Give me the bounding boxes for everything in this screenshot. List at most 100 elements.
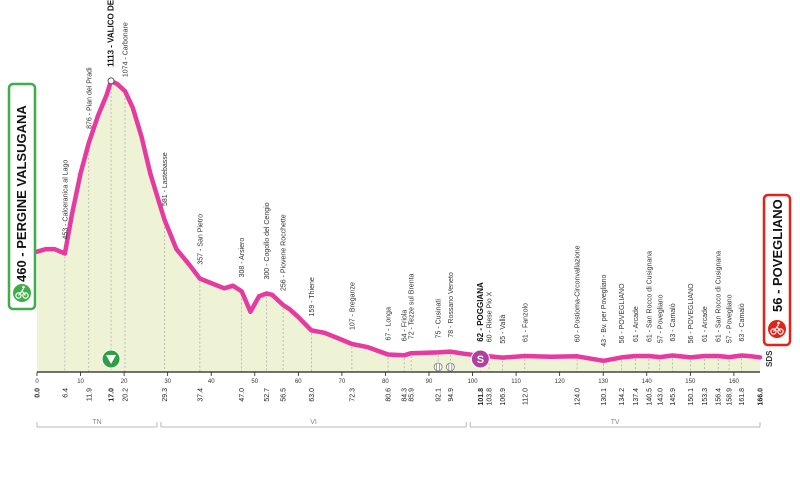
location-label: 72 - Tezze sul Brenta [409,273,416,339]
x-axis-tick-label: 10 [77,379,84,385]
x-axis-tick-label: 60 [295,379,302,385]
location-label: 581 - Lastebasse [162,152,169,206]
km-label: 17.0 [109,388,116,402]
km-label: 94.9 [448,388,455,402]
km-label: 84.3 [402,388,409,402]
start-label: 460 - PERGINE VALSUGANA [14,105,29,282]
km-label: 137.4 [633,388,640,406]
location-label: 64 - Friola [402,310,409,342]
location-label: 78 - Rossano Veneto [448,272,455,337]
km-label: 47.0 [239,388,246,402]
km-label: 37.4 [197,388,204,402]
location-label: 453 - Calceranica al Lago [62,160,69,240]
km-label: 156.4 [716,388,723,406]
location-label: 1113 - VALICO DELLA FRICCA [107,0,116,67]
region-label: TV [611,419,620,426]
location-label: 63 - Camalò [739,303,746,341]
km-label: 145.9 [670,388,677,406]
x-axis-tick-label: 160 [729,379,740,385]
km-label: 158.9 [727,388,734,406]
km-label: 85.9 [409,388,416,402]
region-label: TN [92,419,101,426]
x-axis-tick-label: 50 [251,379,258,385]
x-axis-tick-label: 20 [121,379,128,385]
sprint-badge-letter: S [477,354,484,366]
km-label: 29.3 [162,388,169,402]
location-label: 61 - Arcade [702,306,709,342]
x-axis-tick-label: 80 [382,379,389,385]
location-label: 61 - San Rocco di Cusignana [646,251,653,342]
km-label: 150.1 [688,388,695,406]
km-label: 63.0 [309,388,316,402]
location-label: 67 - Longa [386,307,393,341]
location-label: 61 - Arcade [633,306,640,342]
km-label: 161.8 [739,388,746,406]
location-label: 56 - POVEGLIANO [619,283,626,343]
feed-zone-icon [445,362,455,372]
finish-box: 56 - POVEGLIANO [762,193,792,347]
cyclist-start-icon [13,284,31,302]
location-label: 75 - Cusinati [436,299,443,339]
location-label: 55 - Vallà [500,314,507,343]
profile-area [37,80,760,373]
km-label: 140.5 [646,388,653,406]
x-axis-tick-label: 130 [598,379,609,385]
sponsor-mark: SDS [765,350,774,367]
km-label: 72.3 [349,388,356,402]
x-axis-tick-label: 150 [685,379,696,385]
sprint-icon [470,349,490,369]
location-label: 308 - Arsiero [239,238,246,278]
km-label: 112.0 [522,388,529,405]
location-label: 60 - Riese Pio X [487,291,494,342]
km-label: 103.8 [487,388,494,406]
location-label: 63 - Camalò [670,303,677,341]
location-label: 62 - POGGIANA [476,282,485,342]
x-axis-tick-label: 120 [555,379,566,385]
location-label: 57 - Povegliano [657,294,664,343]
x-axis-tick-label: 0 [35,379,39,385]
feed-zone-icon [433,362,443,372]
location-label: 159 - Thiene [309,277,316,316]
kom-summit-dot [107,77,115,85]
km-label: 106.9 [500,388,507,406]
x-axis-tick-label: 70 [339,379,346,385]
profile-line [34,78,763,364]
km-label: 143.0 [657,388,664,406]
location-label: 107 - Breganze [349,282,356,330]
location-label: 57 - Povegliano [727,294,734,343]
location-label: 61 - Fanzolo [522,303,529,342]
location-label: 300 - Cogollo del Cengio [264,202,271,279]
region-label: VI [310,419,317,426]
km-label: 92.1 [436,388,443,402]
km-label: 80.6 [386,388,393,402]
location-label: 876 - Pian dei Pradi [86,67,93,129]
km-label: 166.0 [758,388,765,406]
km-label: 134.2 [619,388,626,406]
km-label: 52.7 [264,388,271,402]
km-label: 130.1 [601,388,608,406]
location-label: 1074 - Carbonare [123,22,130,77]
km-label: 56.5 [281,388,288,402]
start-box: 460 - PERGINE VALSUGANA [7,82,37,311]
x-axis-tick-label: 40 [208,379,215,385]
location-label: 60 - Postioma-Circonvallazione [575,245,582,342]
km-label: 124.0 [575,388,582,406]
x-axis-tick-label: 100 [468,379,479,385]
km-label: 101.8 [478,388,485,406]
km-label: 11.9 [86,388,93,401]
km-label: 6.4 [62,388,69,398]
km-label: 0.0 [35,388,42,398]
x-axis-tick-label: 140 [642,379,653,385]
x-axis-tick-label: 110 [511,379,521,385]
location-label: 56 - POVEGLIANO [688,283,695,343]
location-label: 61 - San Rocco di Cusignana [716,251,723,342]
location-label: 357 - San Pietro [197,214,204,265]
location-label: 256 - Piovene Rocchette [281,214,288,291]
x-axis-tick-label: 30 [164,379,171,385]
kom-triangle [106,355,117,364]
location-label: 43 - Bv. per Povegliano [601,274,608,346]
finish-label: 56 - POVEGLIANO [770,199,785,312]
km-label: 153.3 [702,388,709,406]
